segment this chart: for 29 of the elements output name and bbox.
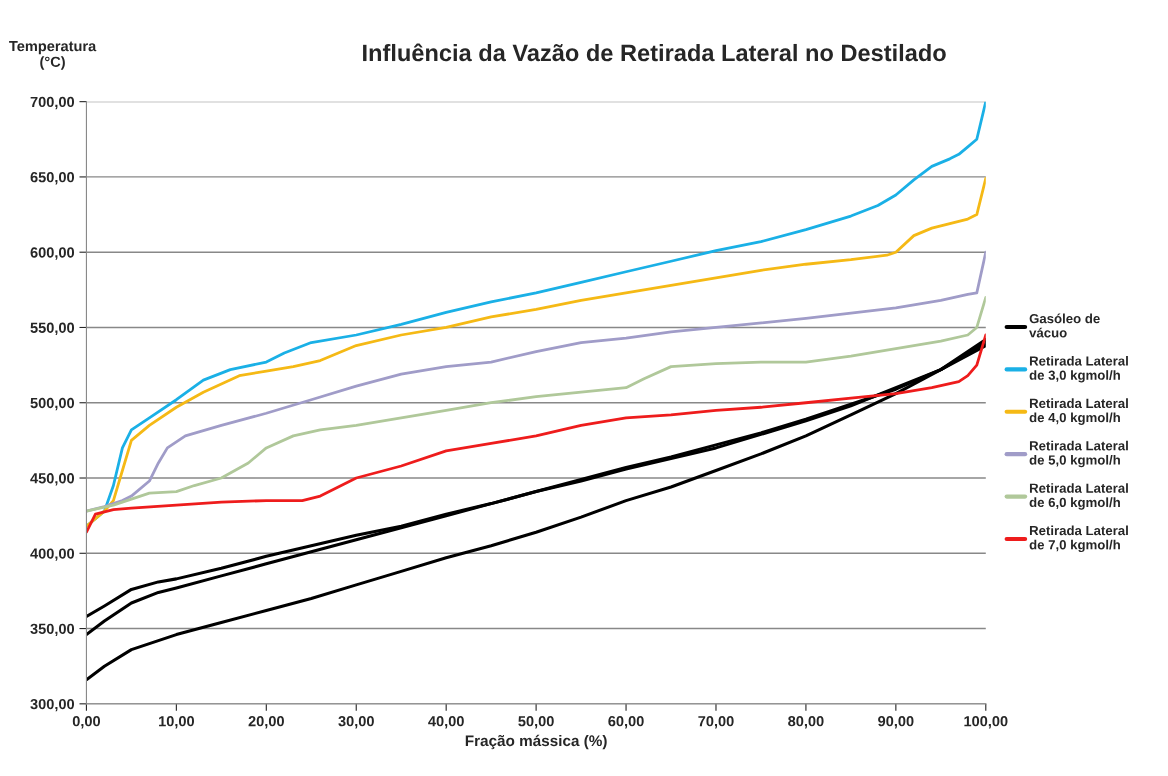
- x-tick-label: 90,00: [878, 716, 914, 729]
- legend-label: Retirada Lateral de 7,0 kgmol/h: [1029, 525, 1128, 553]
- y-axis-title: Temperatura (°C): [9, 41, 97, 70]
- y-tick-label: 450,00: [30, 473, 75, 486]
- x-tick-label: 70,00: [698, 716, 734, 729]
- y-tick-label: 300,00: [30, 698, 75, 712]
- x-tick-label: 80,00: [788, 716, 824, 729]
- y-tick-label: 700,00: [30, 96, 75, 110]
- legend-label: Retirada Lateral de 4,0 kgmol/h: [1029, 398, 1128, 425]
- legend-label: Gasóleo de vácuo: [1029, 313, 1100, 338]
- chart-title: Influência da Vazão de Retirada Lateral no Destilado: [363, 43, 946, 62]
- x-tick-label: 10,00: [159, 716, 195, 729]
- legend-label: Retirada Lateral de 6,0 kgmol/h: [1029, 483, 1128, 510]
- x-tick-label: 60,00: [608, 716, 644, 729]
- y-tick-label: 500,00: [30, 397, 75, 411]
- legend-label: Retirada Lateral de 5,0 kgmol/h: [1029, 440, 1128, 468]
- x-tick-label: 100,00: [964, 716, 1008, 729]
- y-tick-label: 350,00: [30, 623, 75, 637]
- y-tick-label: 600,00: [30, 247, 75, 260]
- legend-label: Retirada Lateral de 3,0 kgmol/h: [1029, 355, 1128, 383]
- x-tick-label: 20,00: [248, 716, 284, 729]
- x-axis-title: Fração mássica (%): [465, 734, 607, 750]
- y-tick-label: 550,00: [30, 322, 75, 336]
- y-tick-label: 400,00: [30, 548, 75, 561]
- y-tick-label: 650,00: [30, 172, 75, 185]
- x-tick-label: 40,00: [428, 716, 464, 729]
- x-tick-label: 50,00: [518, 716, 554, 729]
- x-tick-label: 30,00: [338, 716, 374, 729]
- x-tick-label: 0,00: [72, 716, 101, 729]
